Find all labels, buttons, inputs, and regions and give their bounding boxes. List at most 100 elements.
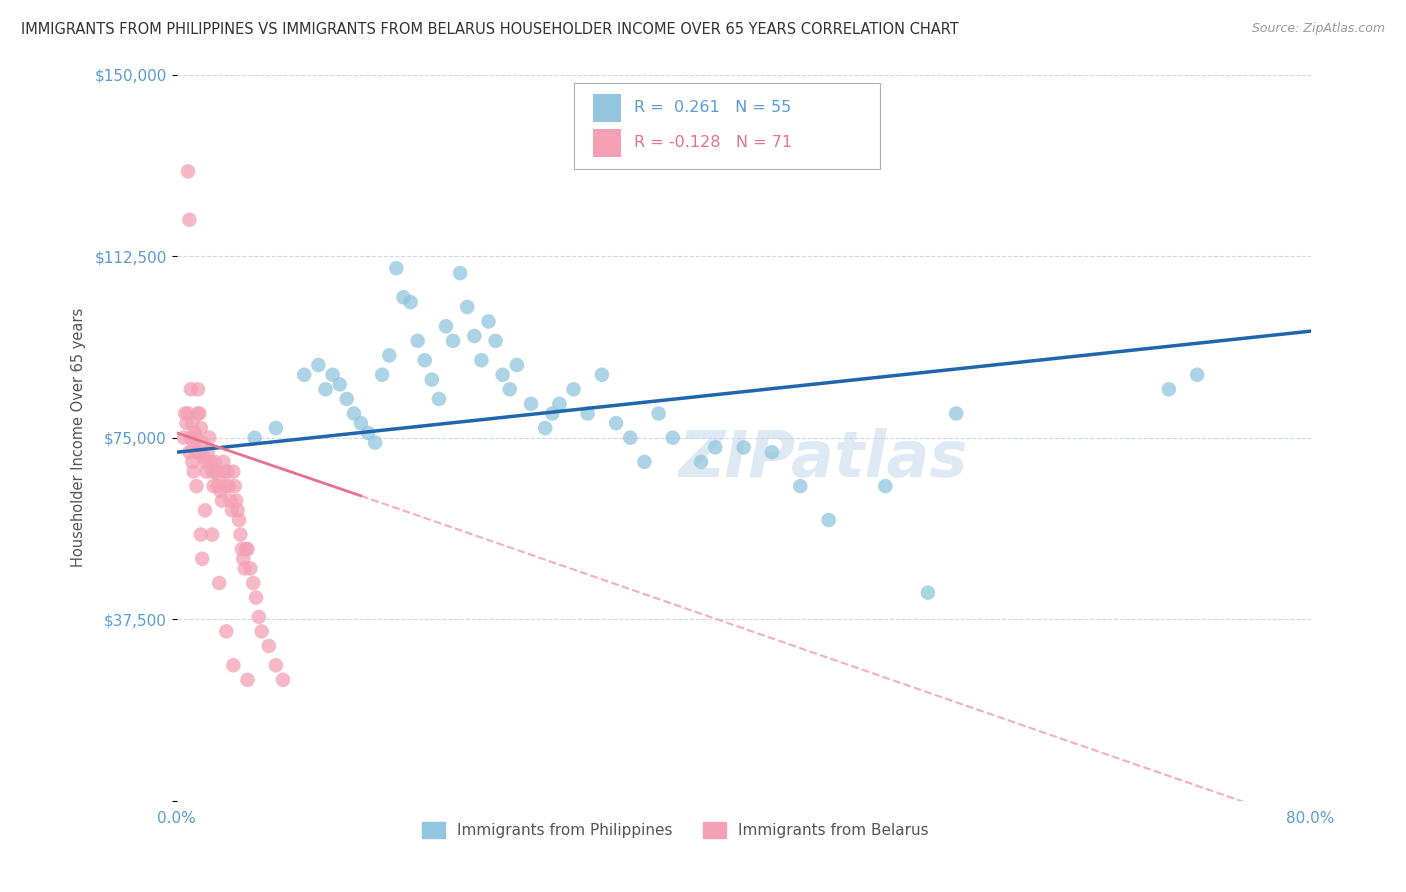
Point <box>190 527 212 541</box>
Point <box>343 407 366 421</box>
Point <box>250 624 273 639</box>
Point <box>225 493 247 508</box>
Point <box>427 392 450 406</box>
Point <box>271 673 294 687</box>
Point <box>184 431 207 445</box>
Point <box>392 290 415 304</box>
Point <box>221 503 243 517</box>
Point <box>217 465 239 479</box>
Point <box>235 542 257 557</box>
Point <box>456 300 478 314</box>
Point <box>218 479 240 493</box>
Point <box>385 261 408 276</box>
Point <box>224 479 246 493</box>
Point <box>198 431 221 445</box>
Point <box>413 353 436 368</box>
Point <box>181 416 204 430</box>
Point <box>733 441 755 455</box>
Point <box>350 416 373 430</box>
Point <box>193 450 215 464</box>
Point <box>186 445 208 459</box>
Point <box>211 493 233 508</box>
Point <box>215 624 238 639</box>
Point <box>245 591 267 605</box>
Point <box>704 441 727 455</box>
Text: ZIPatlas: ZIPatlas <box>678 428 967 491</box>
Point <box>177 407 200 421</box>
Point <box>205 465 228 479</box>
Point <box>548 397 571 411</box>
Point <box>176 416 198 430</box>
Point <box>875 479 897 493</box>
Point <box>191 551 214 566</box>
Point <box>174 407 197 421</box>
Point <box>184 425 207 440</box>
Point <box>605 416 627 430</box>
Point <box>789 479 811 493</box>
Point <box>232 551 254 566</box>
Point <box>647 407 669 421</box>
Point <box>187 407 209 421</box>
Point <box>470 353 492 368</box>
Point <box>562 382 585 396</box>
Point <box>506 358 529 372</box>
Point <box>208 469 231 483</box>
Point <box>434 319 457 334</box>
Point <box>591 368 613 382</box>
Point <box>215 479 238 493</box>
Point <box>1185 368 1208 382</box>
Point <box>292 368 315 382</box>
Point <box>307 358 329 372</box>
Point <box>214 465 236 479</box>
Legend: Immigrants from Philippines, Immigrants from Belarus: Immigrants from Philippines, Immigrants … <box>416 816 935 844</box>
Point <box>233 561 256 575</box>
FancyBboxPatch shape <box>574 83 880 169</box>
Bar <box>593 95 621 121</box>
Point <box>187 382 209 396</box>
Point <box>322 368 344 382</box>
Point <box>917 585 939 599</box>
Point <box>378 348 401 362</box>
Point <box>194 503 217 517</box>
Point <box>239 561 262 575</box>
Point <box>212 455 235 469</box>
Point <box>219 493 242 508</box>
Text: Source: ZipAtlas.com: Source: ZipAtlas.com <box>1251 22 1385 36</box>
Y-axis label: Householder Income Over 65 years: Householder Income Over 65 years <box>72 308 86 567</box>
Point <box>477 314 499 328</box>
Point <box>264 658 287 673</box>
Point <box>541 407 564 421</box>
Point <box>371 368 394 382</box>
Point <box>180 382 202 396</box>
Point <box>201 465 224 479</box>
Point <box>336 392 359 406</box>
Point <box>1157 382 1180 396</box>
Point <box>183 465 205 479</box>
Point <box>209 483 232 498</box>
Point <box>463 329 485 343</box>
Point <box>576 407 599 421</box>
Point <box>534 421 557 435</box>
Point <box>619 431 641 445</box>
Point <box>197 445 219 459</box>
Point <box>202 479 225 493</box>
Point <box>247 610 270 624</box>
Point <box>222 658 245 673</box>
Point <box>364 435 387 450</box>
Point <box>242 576 264 591</box>
Point <box>420 373 443 387</box>
Point <box>180 431 202 445</box>
Point <box>231 542 253 557</box>
Text: R = -0.128   N = 71: R = -0.128 N = 71 <box>634 136 792 150</box>
Point <box>207 479 229 493</box>
Point <box>633 455 655 469</box>
Point <box>399 295 422 310</box>
Point <box>817 513 839 527</box>
Bar <box>593 129 621 157</box>
Point <box>449 266 471 280</box>
Point <box>194 455 217 469</box>
Point <box>357 425 380 440</box>
Point <box>236 542 259 557</box>
Point <box>177 164 200 178</box>
Text: IMMIGRANTS FROM PHILIPPINES VS IMMIGRANTS FROM BELARUS HOUSEHOLDER INCOME OVER 6: IMMIGRANTS FROM PHILIPPINES VS IMMIGRANT… <box>21 22 959 37</box>
